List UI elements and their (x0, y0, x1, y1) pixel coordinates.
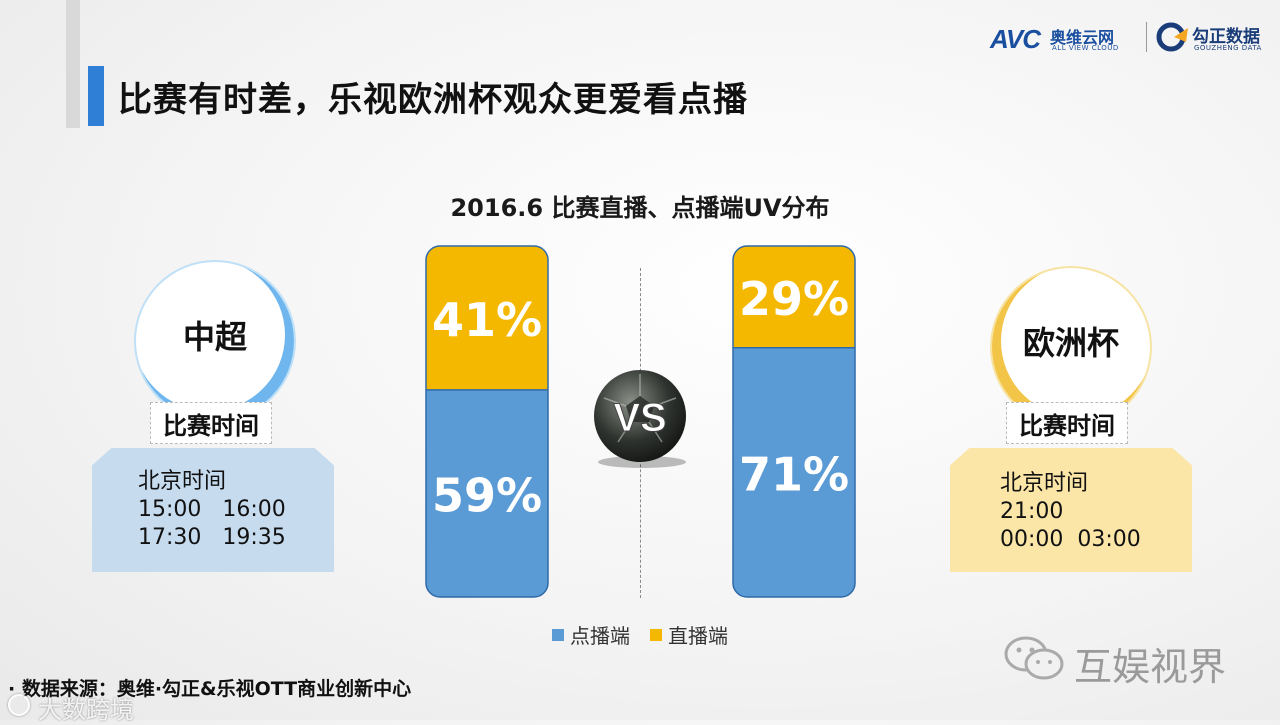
logo-separator (1146, 22, 1147, 52)
legend-swatch-vod (552, 628, 564, 641)
watermark-bottom-text: 大数跨境 (38, 696, 134, 724)
legend-item-vod: 点播端 (552, 620, 630, 649)
euro-time-line: 21:00 (1000, 499, 1064, 524)
avc-logo-en: ALL VIEW CLOUD (1052, 44, 1119, 52)
bar-label-vod-0: 59% (432, 468, 542, 522)
csl-label: 中超 (182, 318, 247, 356)
bar-live-0 (426, 246, 548, 390)
bar-label-live-0: 41% (432, 293, 542, 347)
bar-vod-1 (733, 347, 855, 597)
legend-swatch-live (650, 628, 662, 641)
legend-label-live: 直播端 (668, 624, 728, 648)
euro-circle: 欧洲杯 (992, 268, 1150, 426)
euro-label: 欧洲杯 (1022, 324, 1119, 362)
csl-circle: 中超 (136, 262, 294, 420)
avc-logo-name: 奥维云网 (1050, 28, 1115, 47)
bar-live-1 (733, 246, 855, 348)
gouzheng-logo-name: 勾正数据 (1192, 27, 1260, 47)
legend-item-live: 直播端 (650, 620, 728, 649)
bar-group-1: 29% 71% (732, 245, 856, 598)
vs-text: VS (613, 396, 666, 440)
csl-time-line: 17:30 19:35 (138, 525, 286, 550)
watermark-hu-yu-shi-jie: 互娱视界 (1002, 632, 1242, 689)
wechat-icon (1004, 636, 1064, 680)
chart-title: 2016.6 比赛直播、点播端UV分布 (450, 194, 830, 222)
bar-outline-0 (425, 245, 549, 598)
bar-label-live-1: 29% (739, 272, 849, 326)
csl-time-line: 北京时间 (138, 469, 227, 494)
bar-label-vod-1: 71% (739, 447, 849, 501)
gouzheng-logo: 勾正数据 GOUZHENG DATA (1156, 20, 1276, 56)
gouzheng-logo-en: GOUZHENG DATA (1194, 44, 1262, 52)
page-title: 比赛有时差，乐视欧洲杯观众更爱看点播 (118, 80, 748, 120)
gouzheng-logo-icon (1156, 22, 1188, 52)
bar-outline-1 (732, 245, 856, 598)
avc-logo-mark: AVC (990, 24, 1041, 54)
euro-time-line: 00:00 03:00 (1000, 527, 1141, 552)
watermark-right-text: 互娱视界 (1074, 645, 1227, 689)
data-source-note: · 数据来源：奥维·勾正&乐视OTT商业创新中心 (8, 678, 412, 700)
title-accent-bar (88, 66, 104, 126)
chart-legend: 点播端 直播端 (0, 620, 1280, 649)
soccer-ball-icon: VS (594, 370, 686, 468)
bar-vod-0 (426, 389, 548, 597)
legend-label-vod: 点播端 (570, 624, 630, 648)
bar-group-0: 41% 59% (425, 245, 549, 598)
left-decor-bar (66, 0, 80, 128)
csl-match-time-tag: 比赛时间 (150, 402, 272, 444)
euro-time-line: 北京时间 (1000, 471, 1089, 496)
csl-time-line: 15:00 16:00 (138, 497, 286, 522)
euro-time-box: 北京时间 21:00 00:00 03:00 (950, 448, 1192, 572)
euro-match-time-tag: 比赛时间 (1006, 402, 1128, 444)
watermark-logo-icon (8, 694, 30, 716)
avc-logo: AVC 奥维云网 ALL VIEW CLOUD (990, 22, 1140, 56)
csl-time-box: 北京时间 15:00 16:00 17:30 19:35 (92, 448, 334, 572)
